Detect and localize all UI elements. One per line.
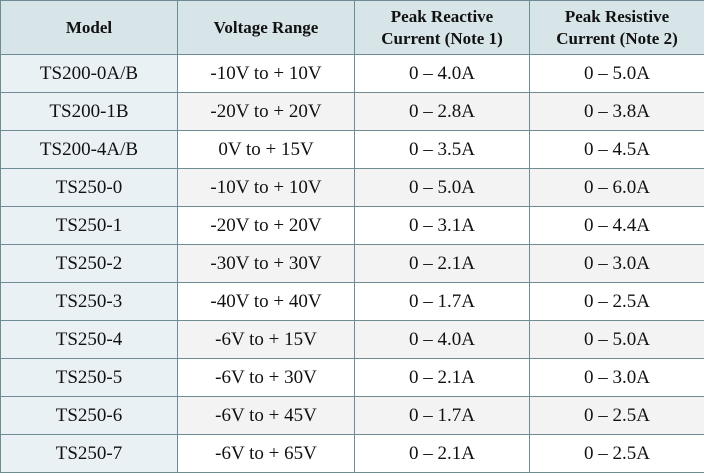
cell-peak-resistive: 0 – 5.0A	[530, 55, 704, 93]
cell-voltage-range: -20V to + 20V	[178, 93, 355, 131]
header-voltage-label: Voltage Range	[214, 18, 319, 37]
table-row: TS200-4A/B 0V to + 15V 0 – 3.5A 0 – 4.5A	[1, 131, 704, 169]
cell-model: TS250-6	[1, 397, 178, 435]
header-resistive-line1: Peak Resistive	[565, 7, 669, 26]
table-row: TS250-5 -6V to + 30V 0 – 2.1A 0 – 3.0A	[1, 359, 704, 397]
cell-peak-resistive: 0 – 3.0A	[530, 359, 704, 397]
cell-peak-resistive: 0 – 4.4A	[530, 207, 704, 245]
header-peak-resistive-current: Peak Resistive Current (Note 2)	[530, 1, 704, 55]
cell-peak-reactive: 0 – 2.1A	[355, 435, 530, 473]
cell-voltage-range: -10V to + 10V	[178, 169, 355, 207]
table-row: TS250-1 -20V to + 20V 0 – 3.1A 0 – 4.4A	[1, 207, 704, 245]
cell-model: TS250-3	[1, 283, 178, 321]
cell-model: TS250-1	[1, 207, 178, 245]
cell-peak-reactive: 0 – 3.5A	[355, 131, 530, 169]
cell-voltage-range: -40V to + 40V	[178, 283, 355, 321]
header-voltage-range: Voltage Range	[178, 1, 355, 55]
header-reactive-line1: Peak Reactive	[391, 7, 493, 26]
cell-model: TS200-4A/B	[1, 131, 178, 169]
cell-model: TS250-0	[1, 169, 178, 207]
cell-voltage-range: -6V to + 15V	[178, 321, 355, 359]
cell-voltage-range: -30V to + 30V	[178, 245, 355, 283]
cell-voltage-range: -6V to + 65V	[178, 435, 355, 473]
cell-peak-reactive: 0 – 2.1A	[355, 245, 530, 283]
header-model: Model	[1, 1, 178, 55]
cell-model: TS200-0A/B	[1, 55, 178, 93]
cell-peak-reactive: 0 – 1.7A	[355, 283, 530, 321]
table-row: TS200-1B -20V to + 20V 0 – 2.8A 0 – 3.8A	[1, 93, 704, 131]
header-row: Model Voltage Range Peak Reactive Current…	[1, 1, 704, 55]
table-row: TS250-3 -40V to + 40V 0 – 1.7A 0 – 2.5A	[1, 283, 704, 321]
table-row: TS250-2 -30V to + 30V 0 – 2.1A 0 – 3.0A	[1, 245, 704, 283]
cell-model: TS200-1B	[1, 93, 178, 131]
cell-model: TS250-4	[1, 321, 178, 359]
table-row: TS250-4 -6V to + 15V 0 – 4.0A 0 – 5.0A	[1, 321, 704, 359]
cell-model: TS250-7	[1, 435, 178, 473]
table-row: TS250-0 -10V to + 10V 0 – 5.0A 0 – 6.0A	[1, 169, 704, 207]
cell-voltage-range: -10V to + 10V	[178, 55, 355, 93]
cell-peak-reactive: 0 – 2.1A	[355, 359, 530, 397]
cell-peak-resistive: 0 – 4.5A	[530, 131, 704, 169]
cell-voltage-range: -6V to + 45V	[178, 397, 355, 435]
cell-peak-reactive: 0 – 3.1A	[355, 207, 530, 245]
cell-voltage-range: 0V to + 15V	[178, 131, 355, 169]
table-row: TS250-6 -6V to + 45V 0 – 1.7A 0 – 2.5A	[1, 397, 704, 435]
cell-peak-resistive: 0 – 6.0A	[530, 169, 704, 207]
cell-voltage-range: -20V to + 20V	[178, 207, 355, 245]
cell-peak-reactive: 0 – 1.7A	[355, 397, 530, 435]
cell-peak-reactive: 0 – 4.0A	[355, 321, 530, 359]
cell-model: TS250-2	[1, 245, 178, 283]
cell-voltage-range: -6V to + 30V	[178, 359, 355, 397]
header-peak-reactive-current: Peak Reactive Current (Note 1)	[355, 1, 530, 55]
cell-peak-reactive: 0 – 2.8A	[355, 93, 530, 131]
cell-peak-resistive: 0 – 3.8A	[530, 93, 704, 131]
table-row: TS200-0A/B -10V to + 10V 0 – 4.0A 0 – 5.…	[1, 55, 704, 93]
cell-peak-resistive: 0 – 5.0A	[530, 321, 704, 359]
cell-peak-resistive: 0 – 2.5A	[530, 397, 704, 435]
header-resistive-line2: Current (Note 2)	[556, 29, 677, 48]
cell-peak-resistive: 0 – 2.5A	[530, 283, 704, 321]
cell-model: TS250-5	[1, 359, 178, 397]
cell-peak-reactive: 0 – 4.0A	[355, 55, 530, 93]
header-reactive-line2: Current (Note 1)	[381, 29, 502, 48]
table-row: TS250-7 -6V to + 65V 0 – 2.1A 0 – 2.5A	[1, 435, 704, 473]
cell-peak-resistive: 0 – 2.5A	[530, 435, 704, 473]
header-model-label: Model	[66, 18, 112, 37]
cell-peak-reactive: 0 – 5.0A	[355, 169, 530, 207]
cell-peak-resistive: 0 – 3.0A	[530, 245, 704, 283]
